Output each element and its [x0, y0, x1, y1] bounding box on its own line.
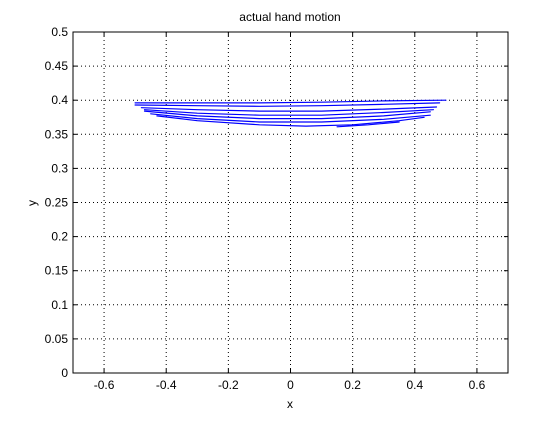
x-tick-label: -0.4	[156, 378, 177, 392]
y-tick-label: 0.2	[51, 230, 68, 244]
x-tick-label: 0.6	[469, 378, 486, 392]
motion-trace-2	[134, 102, 441, 107]
x-axis-title: x	[287, 397, 293, 411]
motion-trace-7	[156, 115, 425, 127]
y-tick-label: 0.15	[45, 264, 69, 278]
y-tick-label: 0.1	[51, 298, 68, 312]
motion-trace-1	[134, 99, 447, 104]
y-tick-label: 0.4	[51, 93, 68, 107]
x-tick-label: 0.4	[406, 378, 423, 392]
y-tick-label: 0	[61, 366, 68, 380]
y-axis-title: y	[25, 200, 39, 206]
motion-trace-3	[140, 106, 438, 112]
y-tick-label: 0.3	[51, 161, 68, 175]
tick-labels: -0.6 -0.4 -0.2 0 0.2 0.4 0.6 0 0.05 0.1 0.15 0.2 0.2…	[45, 25, 486, 392]
x-tick-label: -0.6	[94, 378, 115, 392]
motion-trace-8	[336, 121, 400, 128]
motion-trace-4	[143, 109, 434, 116]
x-tick-label: 0.2	[344, 378, 361, 392]
y-tick-label: 0.25	[45, 196, 69, 210]
y-tick-label: 0.05	[45, 332, 69, 346]
x-tick-label: -0.2	[218, 378, 239, 392]
motion-trace-6	[150, 113, 431, 123]
plot-area	[72, 31, 509, 374]
tick-marks	[73, 31, 508, 374]
motion-trace-5	[143, 110, 431, 120]
y-tick-label: 0.35	[45, 127, 69, 141]
x-tick-label: 0	[287, 378, 294, 392]
series-layer	[134, 99, 447, 128]
chart-title: actual hand motion	[239, 10, 340, 24]
y-tick-label: 0.45	[45, 59, 69, 73]
y-tick-label: 0.5	[51, 25, 68, 39]
grid	[73, 31, 508, 374]
